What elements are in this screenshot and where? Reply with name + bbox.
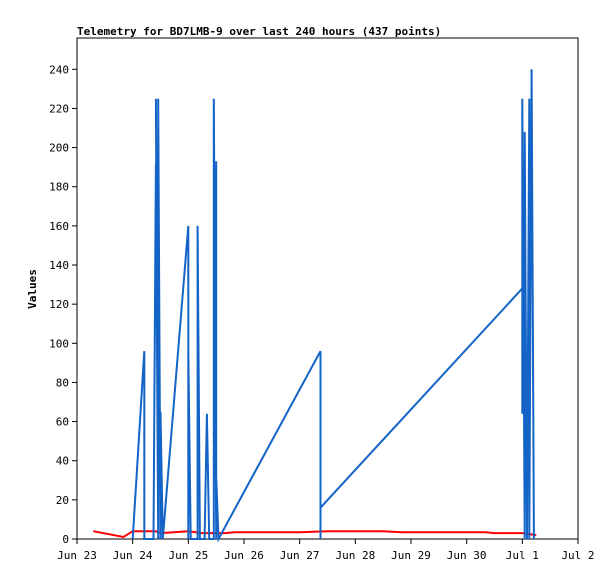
x-tick-label: Jul 2	[561, 549, 594, 562]
series-line-1	[93, 530, 537, 539]
y-tick-label: 240	[49, 63, 69, 76]
y-tick-label: 180	[49, 181, 69, 194]
chart-title: Telemetry for BD7LMB-9 over last 240 hou…	[77, 25, 441, 38]
series-line-2	[131, 69, 535, 543]
x-tick-label: Jun 29	[391, 549, 431, 562]
series-lines	[93, 69, 537, 543]
y-tick-label: 20	[56, 494, 69, 507]
y-tick-label: 100	[49, 337, 69, 350]
y-tick-label: 220	[49, 102, 69, 115]
x-tick-label: Jun 23	[57, 549, 97, 562]
y-tick-label: 0	[62, 533, 69, 546]
y-tick-label: 160	[49, 220, 69, 233]
plot-area	[76, 37, 579, 540]
x-tick-label: Jul 1	[506, 549, 539, 562]
x-tick-label: Jun 27	[280, 549, 320, 562]
x-tick-label: Jun 24	[113, 549, 153, 562]
y-tick-label: 60	[56, 416, 69, 429]
y-tick-label: 40	[56, 455, 69, 468]
x-tick-label: Jun 25	[168, 549, 208, 562]
x-tick-label: Jun 28	[335, 549, 375, 562]
y-tick-label: 200	[49, 142, 69, 155]
x-axis-ticks: Jun 23 Jun 24 Jun 25 Jun 26 Jun 27 Jun 28 Jun …	[57, 539, 595, 562]
y-axis-label: Values	[26, 269, 39, 309]
y-tick-label: 140	[49, 259, 69, 272]
y-tick-label: 80	[56, 376, 69, 389]
y-axis-ticks: 0 20 40 60 80 100 120 140 160 180 200 220 240	[49, 63, 77, 546]
y-tick-label: 120	[49, 298, 69, 311]
x-tick-label: Jun 30	[447, 549, 487, 562]
x-tick-label: Jun 26	[224, 549, 264, 562]
